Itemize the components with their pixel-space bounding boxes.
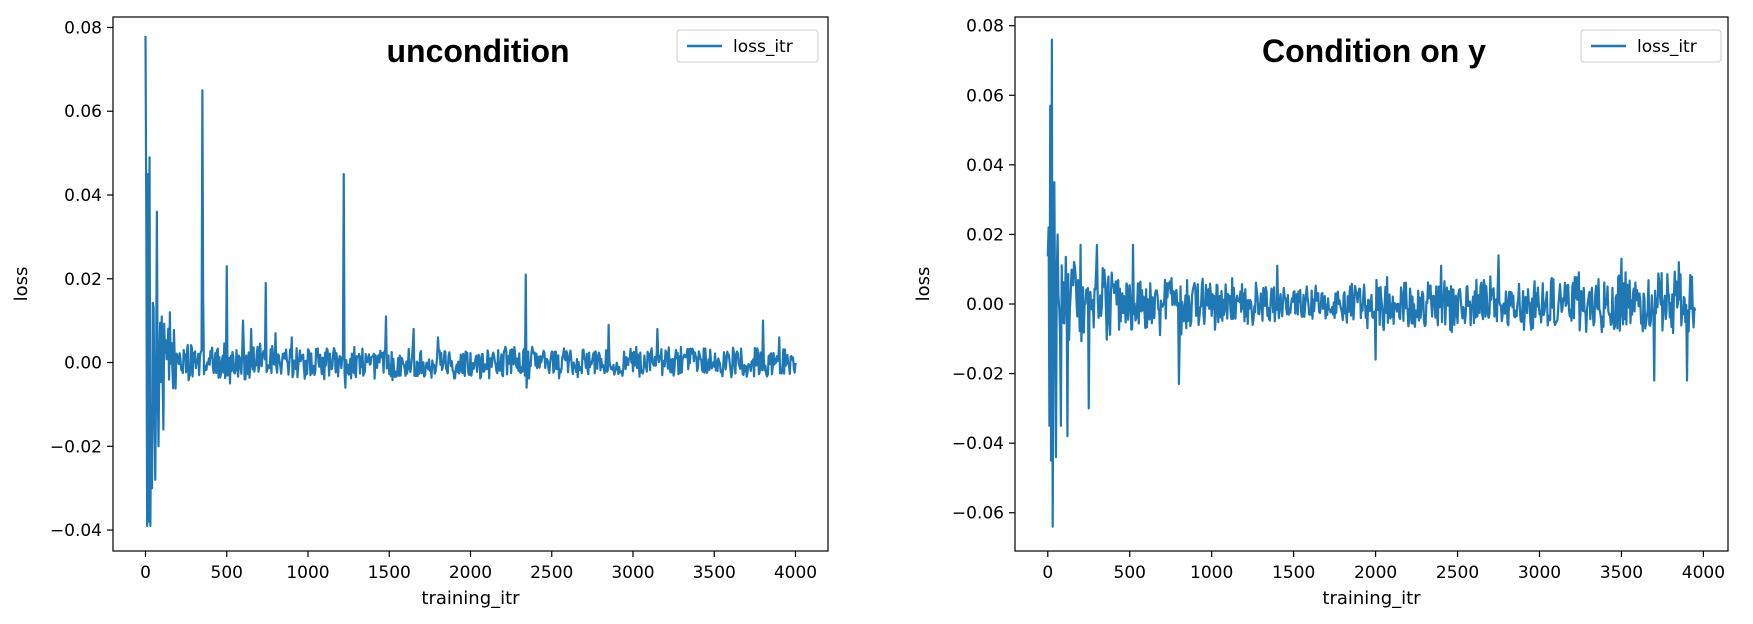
x-tick-label: 2500	[530, 563, 573, 583]
y-tick-label: 0.04	[966, 156, 1004, 176]
chart-annotation: Condition on y	[1262, 33, 1486, 69]
y-axis-label: loss	[913, 267, 934, 302]
y-tick-label: 0.08	[966, 17, 1004, 37]
y-tick-label: 0.00	[966, 295, 1004, 315]
legend: loss_itr	[1580, 29, 1722, 63]
series-line-loss_itr	[144, 35, 797, 527]
series-line-loss_itr	[1046, 38, 1697, 528]
legend: loss_itr	[676, 29, 819, 63]
y-tick-label: −0.02	[952, 365, 1004, 385]
y-tick-label: 0.02	[64, 270, 102, 290]
legend-label: loss_itr	[733, 37, 793, 57]
x-tick-label: 1000	[1190, 563, 1233, 583]
y-tick-label: 0.04	[64, 186, 102, 206]
y-tick-label: 0.00	[64, 354, 102, 374]
plot-frame	[112, 16, 829, 552]
y-tick-label: 0.02	[966, 225, 1004, 245]
x-tick-label: 500	[211, 563, 243, 583]
x-tick-label: 1000	[286, 563, 329, 583]
x-tick-label: 4000	[774, 563, 817, 583]
x-tick-label: 4000	[1682, 563, 1725, 583]
y-tick-label: 0.06	[64, 102, 102, 122]
chart-annotation: uncondition	[386, 33, 569, 69]
y-tick-label: 0.08	[64, 18, 102, 38]
y-tick-label: −0.02	[50, 437, 102, 457]
x-tick-label: 1500	[368, 563, 411, 583]
y-axis-label: loss	[11, 267, 32, 302]
x-tick-label: 3500	[1600, 563, 1643, 583]
x-tick-label: 0	[1042, 563, 1053, 583]
chart-panel-1: 0 500 1000 1500 2000 2500 3000 3500 4000 −0.04 −0.…	[11, 16, 829, 609]
x-tick-label: 3000	[611, 563, 654, 583]
x-tick-label: 2500	[1436, 563, 1479, 583]
x-axis-label: training_itr	[421, 588, 520, 609]
chart-panel-2: 0 500 1000 1500 2000 2500 3000 3500 4000 −0.06 −0.…	[913, 16, 1729, 609]
x-tick-label: 2000	[449, 563, 492, 583]
legend-box	[676, 29, 819, 63]
x-tick-label: 0	[140, 563, 151, 583]
y-tick-label: −0.04	[952, 434, 1004, 454]
x-tick-label: 500	[1114, 563, 1146, 583]
y-tick-label: 0.06	[966, 86, 1004, 106]
x-tick-label: 3500	[693, 563, 736, 583]
x-tick-label: 3000	[1518, 563, 1561, 583]
legend-box	[1580, 29, 1722, 63]
legend-label: loss_itr	[1637, 37, 1697, 57]
y-tick-label: −0.04	[50, 521, 102, 541]
plot-frame	[1014, 16, 1729, 552]
y-tick-label: −0.06	[952, 504, 1004, 524]
x-tick-label: 2000	[1354, 563, 1397, 583]
x-axis-label: training_itr	[1322, 588, 1421, 609]
x-tick-label: 1500	[1272, 563, 1315, 583]
